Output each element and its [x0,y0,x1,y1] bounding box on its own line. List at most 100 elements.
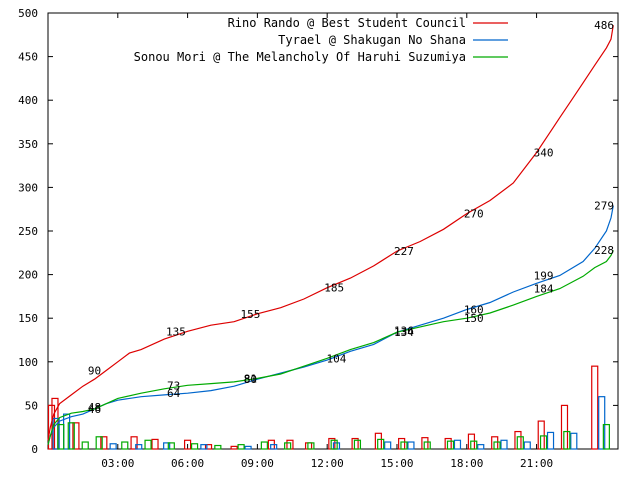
x-tick-label: 03:00 [101,457,134,470]
bar-2 [109,443,117,450]
point-label: 90 [88,365,101,378]
x-tick-label: 15:00 [380,457,413,470]
bar-3 [167,442,175,450]
bar-3 [121,441,129,450]
bar-2 [200,444,208,450]
bar-2 [477,444,485,450]
y-tick-label: 350 [18,138,38,151]
bar-2 [135,444,143,450]
legend-label: Tyrael @ Shakugan No Shana [278,33,466,47]
legend-label: Rino Rando @ Best Student Council [228,16,466,30]
bars-layer [47,365,610,450]
point-label: 64 [167,387,181,400]
plot-frame [47,12,619,450]
bar-2 [270,444,278,450]
bar-2 [598,396,606,450]
point-label: 80 [244,373,257,386]
bar-2 [244,445,252,450]
legend: Rino Rando @ Best Student Council Tyrael … [134,16,508,64]
bar-2 [407,441,415,450]
bar-1 [537,420,545,450]
y-tick-label: 250 [18,225,38,238]
bar-1 [560,404,569,450]
bar-1 [100,436,108,450]
bar-2 [546,431,555,450]
y-tick-label: 400 [18,94,38,107]
series-line-3 [47,249,614,445]
x-axis: 03:00 06:00 09:00 12:00 15:00 18:00 21:00 [101,13,553,470]
lines-layer [47,25,614,445]
point-label: 134 [394,326,414,339]
bar-1 [230,445,238,450]
bar-1 [591,365,599,450]
bar-3 [377,438,385,450]
y-axis: 0 50 100 150 200 250 300 350 400 450 500 [18,7,618,456]
point-label: 81 [244,372,257,385]
series-line-1 [47,25,614,441]
bar-3 [446,440,455,450]
point-label: 486 [594,19,614,32]
bar-1 [151,438,159,450]
bar-1 [374,432,382,450]
legend-label: Sonou Mori @ The Melancholy Of Haruhi Su… [134,50,466,64]
y-tick-label: 500 [18,7,38,20]
bar-3 [260,441,268,450]
point-label: 48 [88,401,101,414]
point-label: 135 [166,325,186,338]
bar-2 [52,417,60,450]
bar-1 [514,430,522,450]
bar-1 [444,437,452,450]
y-tick-label: 450 [18,51,38,64]
bar-3 [190,443,199,450]
bar-3 [353,439,362,450]
bar-3 [493,441,501,450]
point-label: 73 [167,379,180,392]
bar-3 [67,422,75,450]
point-label: 150 [464,312,484,325]
bar-1 [491,436,499,450]
x-tick-label: 18:00 [450,457,483,470]
y-tick-label: 200 [18,269,38,282]
point-label: 199 [534,269,554,282]
y-tick-label: 50 [25,399,38,412]
y-tick-label: 150 [18,312,38,325]
bar-3 [57,423,65,450]
point-label: 185 [324,282,344,295]
bar-3 [423,441,431,450]
bar-3 [516,436,524,450]
bar-1 [72,422,80,450]
bar-2 [570,432,578,450]
bar-3 [563,430,571,450]
y-tick-label: 0 [31,443,38,456]
bar-1 [304,442,313,450]
bar-3 [400,441,408,450]
point-labels-layer: 90 135 155 185 227 270 340 486 48 64 80 134 160 199 27… [88,19,614,416]
bar-3 [237,444,245,450]
y-tick-label: 300 [18,181,38,194]
bar-3 [214,444,222,450]
point-label: 340 [534,147,554,160]
bar-1 [286,439,294,450]
bar-3 [602,423,610,450]
point-label: 104 [327,352,347,365]
point-label: 160 [464,303,484,316]
point-label: 184 [534,283,554,296]
x-tick-label: 09:00 [241,457,274,470]
point-label: 228 [594,244,614,257]
bar-3 [307,442,315,450]
bar-1 [204,444,213,450]
bar-2 [384,441,392,450]
bar-1 [183,439,192,450]
bar-1 [421,437,429,450]
x-tick-label: 21:00 [520,457,553,470]
bar-2 [523,441,531,450]
x-tick-label: 06:00 [171,457,204,470]
y-tick-label: 100 [18,356,38,369]
point-label: 279 [594,200,614,213]
bar-3 [539,435,548,450]
x-tick-label: 12:00 [311,457,344,470]
point-label: 46 [88,403,101,416]
point-label: 227 [394,245,414,258]
bar-3 [95,436,103,450]
